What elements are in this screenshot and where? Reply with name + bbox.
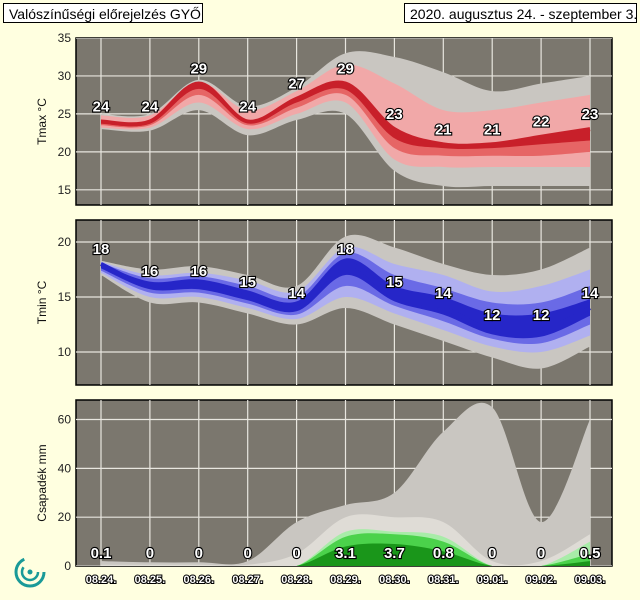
data-label: 0 [537, 545, 545, 562]
y-tick-label: 10 [58, 345, 72, 359]
data-label: 23 [582, 106, 599, 123]
plot-content [76, 400, 612, 566]
x-tick-label: 08.24. [86, 574, 117, 586]
data-label: 24 [93, 99, 110, 116]
data-label: 29 [337, 61, 354, 78]
panel-2: 10 15 20 Tmin °C 18 16 16 15 14 18 15 14 12 12 14 [35, 219, 613, 386]
y-axis-label: Tmin °C [35, 280, 49, 324]
data-label: 14 [288, 285, 305, 302]
x-tick-label: 09.02. [526, 574, 557, 586]
y-tick-label: 20 [58, 145, 72, 159]
data-label: 16 [190, 263, 207, 280]
x-tick-label: 09.03. [575, 574, 606, 586]
data-label: 22 [533, 114, 550, 131]
x-tick-label: 08.29. [330, 574, 361, 586]
y-tick-label: 20 [58, 235, 72, 249]
plot-content [76, 220, 612, 385]
y-tick-label: 30 [58, 69, 72, 83]
x-tick-label: 09.01. [477, 574, 508, 586]
data-label: 0.8 [433, 545, 454, 562]
data-label: 29 [190, 61, 207, 78]
y-axis-label: Tmax °C [35, 98, 49, 145]
data-label: 0.1 [91, 545, 112, 562]
y-tick-label: 40 [58, 461, 72, 475]
x-tick-label: 08.31. [428, 574, 459, 586]
x-tick-label: 08.25. [135, 574, 166, 586]
omsz-spiral-logo-icon [14, 556, 46, 588]
y-tick-label: 15 [58, 183, 72, 197]
data-label: 0 [488, 545, 496, 562]
data-label: 14 [582, 285, 599, 302]
y-tick-label: 15 [58, 290, 72, 304]
data-label: 23 [386, 106, 403, 123]
data-label: 27 [288, 76, 305, 93]
data-label: 0 [195, 545, 203, 562]
data-label: 0.5 [580, 545, 601, 562]
data-label: 3.1 [335, 545, 356, 562]
y-tick-label: 60 [58, 413, 72, 427]
data-label: 18 [93, 241, 110, 258]
data-label: 21 [484, 121, 501, 138]
y-tick-label: 35 [58, 31, 72, 45]
uncertainty-band-1 [101, 402, 590, 566]
uncertainty-band-4 [101, 82, 590, 149]
x-tick-label: 08.26. [184, 574, 215, 586]
data-label: 15 [239, 274, 256, 291]
plot-content [76, 38, 612, 205]
x-tick-label: 08.30. [379, 574, 410, 586]
data-label: 21 [435, 121, 452, 138]
data-label: 12 [484, 307, 501, 324]
uncertainty-band-2 [101, 64, 590, 168]
median-line [100, 262, 591, 335]
y-tick-label: 25 [58, 107, 72, 121]
x-tick-label: 08.27. [232, 574, 263, 586]
uncertainty-band-3 [101, 82, 590, 157]
data-label: 15 [386, 274, 403, 291]
forecast-period: 2020. augusztus 24. - szeptember 3. [404, 3, 637, 23]
panel-3: 0 20 40 60 Csapadék mm 0.1 0 0 0 0 3.1 3.7 0.8 0 0 0.5 0… [35, 399, 613, 587]
y-tick-label: 0 [64, 559, 71, 573]
y-tick-label: 20 [58, 510, 72, 524]
data-label: 14 [435, 285, 452, 302]
data-label: 24 [142, 99, 159, 116]
panel-1: 15 20 25 30 35 Tmax °C 24 24 29 24 27 29 23 21 21 22 23 [35, 31, 613, 206]
y-axis-label: Csapadék mm [35, 444, 49, 521]
data-label: 0 [244, 545, 252, 562]
data-label: 0 [146, 545, 154, 562]
data-label: 18 [337, 241, 354, 258]
data-label: 0 [292, 545, 300, 562]
chart-title: Valószínűségi előrejelzés GYŐR [3, 3, 203, 23]
data-label: 12 [533, 307, 550, 324]
data-label: 24 [239, 99, 256, 116]
uncertainty-band-5 [101, 543, 590, 566]
x-tick-label: 08.28. [281, 574, 312, 586]
data-label: 3.7 [384, 545, 405, 562]
median-line [100, 80, 591, 148]
data-label: 16 [142, 263, 159, 280]
